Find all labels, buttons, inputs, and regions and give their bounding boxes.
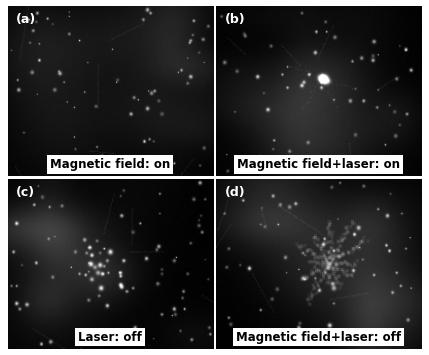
- Text: Magnetic field+laser: off: Magnetic field+laser: off: [236, 331, 401, 344]
- Text: (a): (a): [16, 13, 36, 26]
- Text: (d): (d): [224, 186, 245, 199]
- Text: Laser: off: Laser: off: [79, 331, 142, 344]
- Text: (c): (c): [16, 186, 35, 199]
- Text: (b): (b): [224, 13, 245, 26]
- Text: Magnetic field: on: Magnetic field: on: [50, 158, 170, 171]
- Text: Magnetic field+laser: on: Magnetic field+laser: on: [237, 158, 400, 171]
